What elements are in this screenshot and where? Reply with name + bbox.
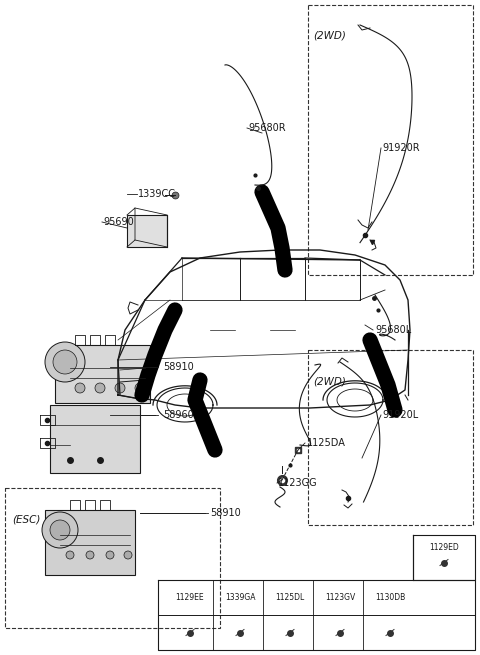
Circle shape bbox=[106, 551, 114, 559]
Text: (2WD): (2WD) bbox=[313, 376, 346, 386]
Text: (2WD): (2WD) bbox=[313, 31, 346, 41]
Polygon shape bbox=[50, 405, 140, 473]
Text: 58960: 58960 bbox=[163, 410, 194, 420]
Text: 1129ED: 1129ED bbox=[429, 543, 459, 552]
Text: 58910: 58910 bbox=[210, 508, 241, 518]
Text: 1123GG: 1123GG bbox=[278, 478, 318, 488]
Circle shape bbox=[115, 383, 125, 393]
Text: 95680L: 95680L bbox=[375, 325, 411, 335]
Polygon shape bbox=[55, 345, 150, 403]
Text: 1130DB: 1130DB bbox=[375, 593, 405, 602]
Text: 95680R: 95680R bbox=[248, 123, 286, 133]
Circle shape bbox=[135, 383, 145, 393]
Text: 58910: 58910 bbox=[163, 362, 194, 372]
Text: 91920R: 91920R bbox=[382, 143, 420, 153]
Circle shape bbox=[50, 520, 70, 540]
Circle shape bbox=[66, 551, 74, 559]
Text: 95690: 95690 bbox=[103, 217, 134, 227]
Circle shape bbox=[53, 350, 77, 374]
Circle shape bbox=[124, 551, 132, 559]
Text: 1123GV: 1123GV bbox=[325, 593, 355, 602]
Polygon shape bbox=[127, 215, 167, 247]
Circle shape bbox=[45, 342, 85, 382]
Polygon shape bbox=[45, 510, 135, 575]
Text: 1339GA: 1339GA bbox=[225, 593, 255, 602]
Text: 1125DL: 1125DL bbox=[276, 593, 305, 602]
Circle shape bbox=[86, 551, 94, 559]
Text: 91920L: 91920L bbox=[382, 410, 418, 420]
Text: 1125DA: 1125DA bbox=[307, 438, 346, 448]
Circle shape bbox=[42, 512, 78, 548]
Text: 1129EE: 1129EE bbox=[176, 593, 204, 602]
Circle shape bbox=[75, 383, 85, 393]
Text: (ESC): (ESC) bbox=[12, 514, 40, 524]
Circle shape bbox=[95, 383, 105, 393]
Text: 1339CC: 1339CC bbox=[138, 189, 176, 199]
